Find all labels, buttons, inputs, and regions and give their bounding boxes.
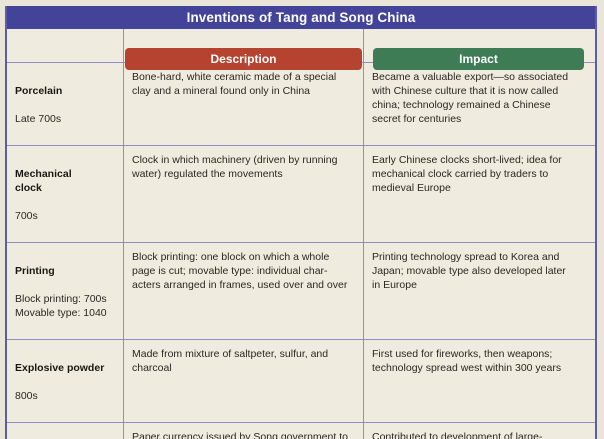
invention-dates: 700s — [15, 210, 38, 222]
invention-dates: 800s — [15, 390, 38, 402]
impact-column-header: Impact — [373, 48, 584, 70]
invention-description: Block printing: one block on which a who… — [123, 243, 363, 339]
table-row-paper-money: Paper money 1020s Paper currency issued … — [7, 422, 595, 439]
header-row: Description Impact — [7, 29, 595, 84]
inventions-table: Inventions of Tang and Song China Descri… — [5, 6, 597, 439]
invention-cell: Mechanical clock 700s — [7, 146, 123, 242]
invention-name: Explosive powder — [15, 362, 105, 374]
invention-name: Mechanical clock — [15, 168, 72, 194]
invention-cell: Explosive powder 800s — [7, 340, 123, 422]
invention-dates: Late 700s — [15, 113, 62, 125]
invention-dates: Block printing: 700s Movable type: 1040 — [15, 293, 107, 319]
table-row-mechanical-clock: Mechanical clock 700s Clock in which mac… — [7, 145, 595, 242]
invention-impact: Early Chinese clocks short-lived; idea f… — [363, 146, 595, 242]
table-row-printing: Printing Block printing: 700s Movable ty… — [7, 242, 595, 339]
invention-name: Printing — [15, 265, 55, 277]
invention-description: Paper currency issued by Song government… — [123, 423, 363, 439]
invention-impact: Printing technology spread to Korea and … — [363, 243, 595, 339]
invention-impact: Contributed to development of large- sca… — [363, 423, 595, 439]
description-header-cell: Description — [123, 29, 363, 84]
impact-header-cell: Impact — [363, 29, 595, 84]
invention-cell: Printing Block printing: 700s Movable ty… — [7, 243, 123, 339]
invention-name: Porcelain — [15, 85, 63, 97]
table-title: Inventions of Tang and Song China — [7, 6, 595, 29]
invention-description: Made from mixture of saltpeter, sulfur, … — [123, 340, 363, 422]
invention-cell: Paper money 1020s — [7, 423, 123, 439]
table-row-porcelain: Porcelain Late 700s Bone-hard, white cer… — [7, 62, 595, 145]
invention-description: Bone-hard, white ceramic made of a speci… — [123, 63, 363, 145]
invention-description: Clock in which machinery (driven by runn… — [123, 146, 363, 242]
table-row-explosive-powder: Explosive powder 800s Made from mixture … — [7, 339, 595, 422]
invention-impact: First used for fireworks, then weapons; … — [363, 340, 595, 422]
invention-impact: Became a valuable export—so associated w… — [363, 63, 595, 145]
description-column-header: Description — [125, 48, 362, 70]
invention-cell: Porcelain Late 700s — [7, 63, 123, 145]
